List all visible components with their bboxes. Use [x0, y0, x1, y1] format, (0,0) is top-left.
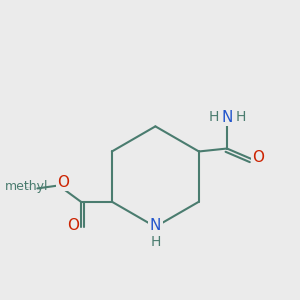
- Text: H: H: [236, 110, 246, 124]
- Text: H: H: [150, 235, 161, 249]
- Text: H: H: [208, 110, 219, 124]
- Text: O: O: [57, 175, 69, 190]
- Text: O: O: [252, 150, 264, 165]
- Text: methyl: methyl: [4, 180, 48, 194]
- Text: N: N: [150, 218, 161, 233]
- Text: O: O: [68, 218, 80, 233]
- Text: methyl: methyl: [26, 187, 31, 188]
- Text: N: N: [221, 110, 233, 125]
